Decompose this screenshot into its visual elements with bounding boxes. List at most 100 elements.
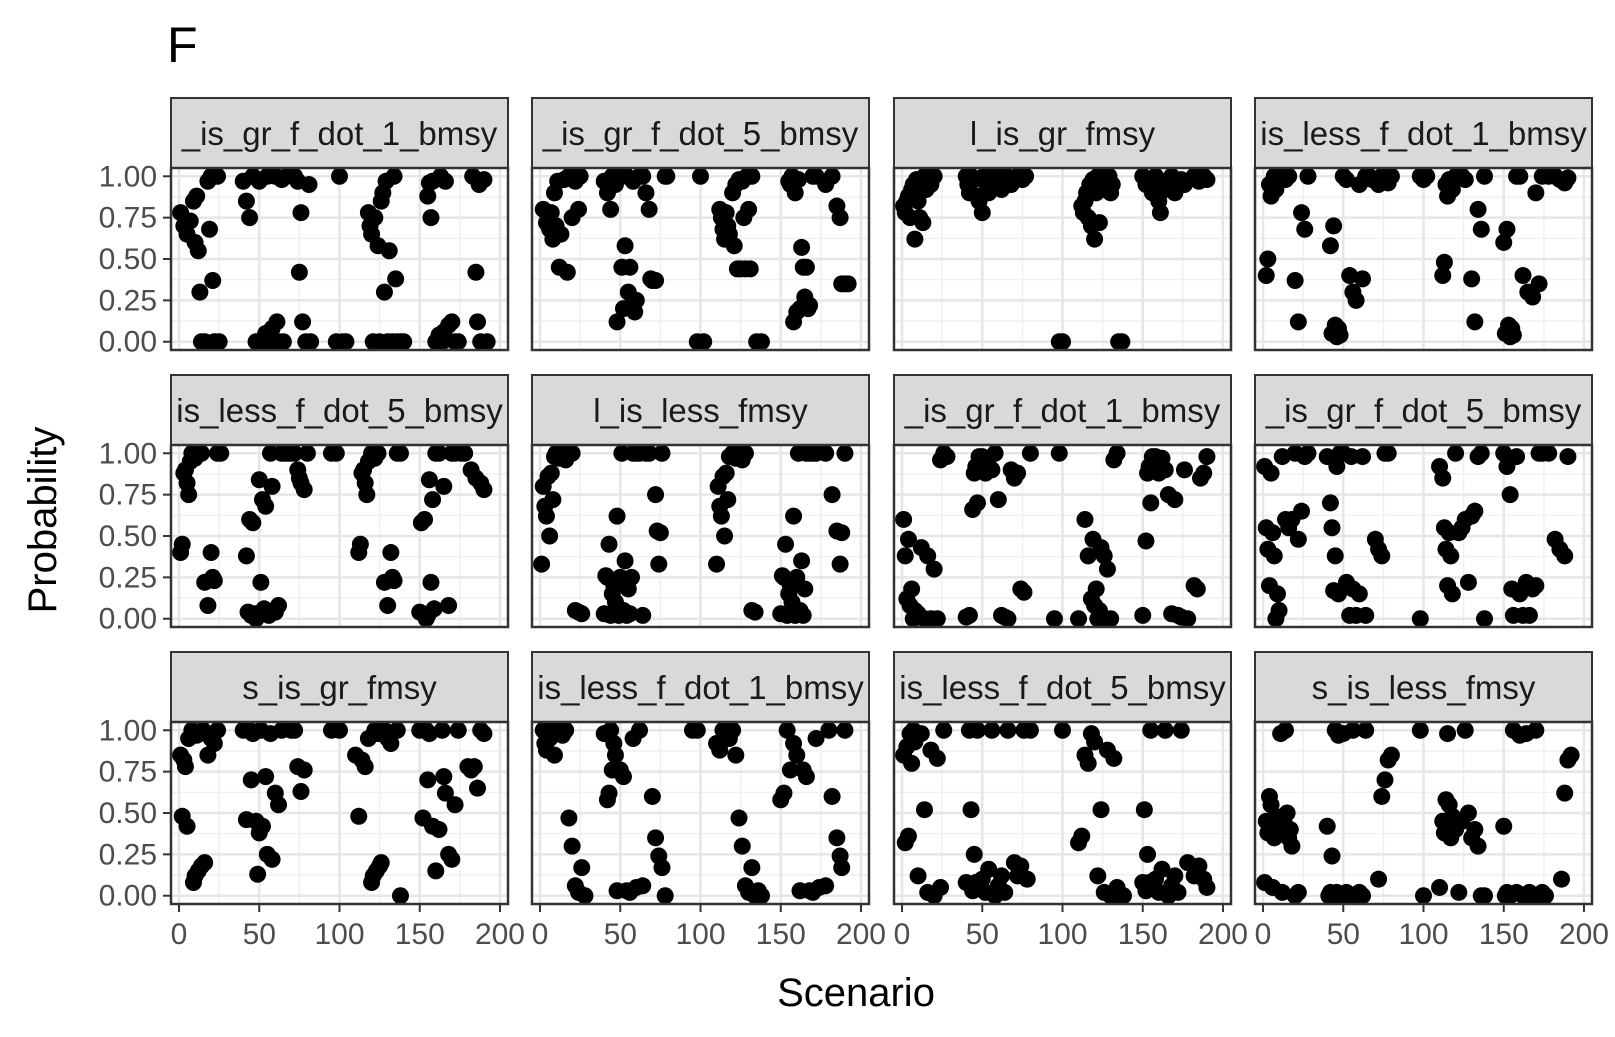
x-tick-label: 200	[836, 918, 886, 951]
data-point	[786, 184, 804, 202]
data-point	[746, 603, 764, 621]
y-axis-title: Probability	[21, 427, 65, 614]
y-tick-label: 0.75	[99, 479, 157, 512]
data-point	[1166, 867, 1184, 885]
data-point	[1079, 547, 1097, 565]
data-point	[1293, 204, 1311, 222]
data-point	[1289, 313, 1307, 331]
data-point	[1459, 804, 1477, 822]
y-tick-label: 0.25	[99, 561, 157, 594]
data-point	[915, 801, 933, 819]
data-point	[925, 560, 943, 578]
data-point	[1283, 837, 1301, 855]
facet-panel: s_is_less_fmsy 0 50 100 150 200	[1253, 651, 1609, 951]
data-point	[1442, 547, 1460, 565]
data-point	[369, 444, 387, 462]
data-point	[1344, 721, 1362, 739]
data-point	[478, 333, 496, 351]
data-point	[621, 258, 639, 276]
data-point	[833, 859, 851, 877]
data-point	[1142, 494, 1160, 512]
data-point	[1495, 233, 1513, 251]
data-point	[270, 596, 288, 614]
data-point	[257, 497, 275, 515]
data-point	[622, 568, 640, 586]
data-point	[419, 187, 437, 205]
data-point	[606, 746, 624, 764]
data-point	[833, 524, 851, 542]
data-point	[537, 507, 555, 525]
data-points	[534, 167, 857, 351]
data-point	[436, 172, 454, 190]
data-point	[541, 527, 559, 545]
data-point	[651, 524, 669, 542]
data-point	[295, 481, 313, 499]
data-point	[1273, 883, 1291, 901]
data-point	[372, 854, 390, 872]
chart-title: F	[167, 17, 198, 73]
data-point	[692, 167, 709, 185]
data-point	[327, 444, 345, 462]
data-point	[1501, 486, 1519, 504]
data-point	[1514, 267, 1532, 285]
data-point	[741, 260, 759, 278]
data-point	[467, 263, 485, 281]
facet-panel: _is_gr_f_dot_1_bmsy 0.00 0.25 0.50 0.75 1.00	[99, 97, 510, 359]
x-tick-label: 150	[756, 918, 806, 951]
data-point	[1556, 784, 1574, 802]
data-point	[1466, 821, 1484, 839]
data-point	[1475, 887, 1493, 905]
data-point	[658, 167, 676, 185]
data-point	[831, 555, 849, 573]
data-point	[465, 758, 483, 776]
data-point	[1169, 883, 1187, 901]
data-point	[983, 721, 1001, 739]
data-point	[1289, 883, 1307, 901]
data-point	[1511, 167, 1529, 185]
x-tick-label: 50	[966, 918, 999, 951]
x-tick-label: 0	[532, 918, 549, 951]
x-tick-label: 100	[1398, 918, 1448, 951]
data-point	[1054, 333, 1071, 351]
data-point	[793, 552, 811, 570]
x-tick-label: 100	[1037, 918, 1087, 951]
data-point	[960, 606, 978, 624]
data-point	[1443, 181, 1461, 199]
data-point	[449, 333, 467, 351]
panel-border	[892, 443, 1233, 629]
data-point	[1195, 464, 1213, 482]
data-point	[1198, 171, 1216, 189]
data-point	[205, 572, 223, 590]
data-point	[986, 444, 1004, 462]
data-point	[294, 313, 312, 331]
data-point	[794, 606, 812, 624]
data-point	[204, 272, 222, 290]
data-point	[647, 829, 665, 847]
data-point	[237, 547, 255, 565]
data-point	[1463, 270, 1481, 288]
data-point	[1156, 461, 1174, 479]
data-point	[1331, 326, 1349, 344]
y-tick-label: 0.00	[99, 880, 157, 913]
data-point	[557, 721, 575, 739]
data-point	[475, 171, 493, 189]
data-point	[298, 444, 316, 462]
data-point	[1520, 606, 1538, 624]
data-point	[1323, 519, 1341, 537]
data-point	[1504, 326, 1522, 344]
x-tick-label: 150	[1479, 918, 1529, 951]
data-point	[180, 486, 198, 504]
data-point	[752, 333, 770, 351]
data-point	[637, 184, 655, 202]
data-point	[621, 605, 639, 623]
data-point	[1264, 524, 1282, 542]
data-point	[1012, 857, 1030, 875]
data-point	[300, 176, 318, 194]
data-point	[743, 167, 761, 185]
data-point	[1098, 560, 1116, 578]
data-point	[968, 494, 986, 512]
data-point	[781, 761, 799, 779]
data-point	[292, 782, 310, 800]
grid-lines	[894, 168, 1231, 350]
data-point	[391, 444, 409, 462]
